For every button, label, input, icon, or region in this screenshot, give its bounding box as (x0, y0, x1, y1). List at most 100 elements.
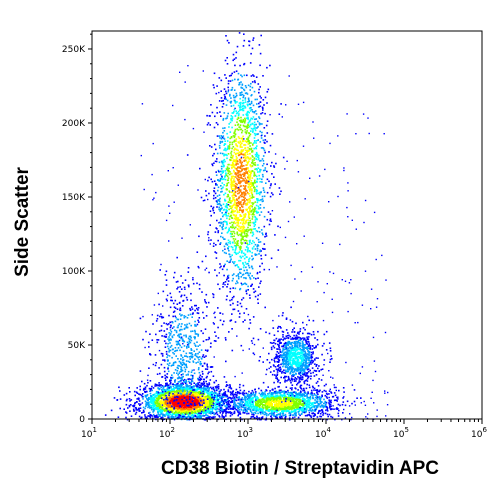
event-dot (257, 302, 259, 304)
event-dot (230, 235, 232, 238)
event-dot (201, 404, 203, 406)
event-dot (253, 140, 256, 142)
event-dot (150, 405, 153, 407)
event-dot (132, 408, 135, 411)
event-dot (202, 389, 204, 392)
event-dot (236, 244, 238, 246)
event-dot (249, 250, 251, 253)
event-dot (176, 385, 178, 388)
event-dot (184, 408, 187, 411)
event-dot (238, 229, 240, 231)
event-dot (265, 235, 268, 237)
event-dot (234, 128, 237, 131)
event-dot (230, 115, 233, 117)
event-dot (236, 157, 238, 159)
event-dot (256, 103, 258, 105)
event-dot (231, 177, 233, 179)
event-dot (253, 171, 256, 174)
event-dot (159, 391, 162, 394)
event-dot (263, 404, 265, 406)
event-dot (246, 149, 249, 152)
event-dot (244, 410, 247, 413)
event-dot (254, 201, 257, 203)
event-dot (234, 408, 237, 410)
event-dot (257, 156, 260, 159)
event-dot (246, 138, 248, 140)
event-dot (263, 191, 266, 193)
event-dot (209, 402, 211, 405)
event-dot (242, 124, 245, 127)
event-dot (171, 415, 173, 418)
event-dot (242, 263, 244, 265)
event-dot (194, 411, 196, 413)
event-dot (240, 238, 243, 241)
event-dot (232, 160, 235, 162)
event-dot (178, 400, 180, 403)
event-dot (245, 290, 247, 293)
event-dot (225, 385, 227, 388)
event-dot (243, 229, 245, 232)
event-dot (240, 116, 242, 119)
event-dot (249, 319, 251, 321)
event-dot (224, 192, 227, 195)
event-dot (227, 194, 229, 196)
event-dot (255, 146, 257, 149)
event-dot (234, 124, 237, 126)
event-dot (242, 140, 245, 142)
event-dot (249, 219, 251, 222)
event-dot (168, 413, 170, 415)
event-dot (197, 382, 199, 384)
event-dot (237, 152, 240, 155)
event-dot (235, 164, 237, 166)
event-dot (217, 199, 220, 201)
event-dot (231, 210, 233, 213)
event-dot (239, 185, 242, 188)
event-dot (167, 390, 170, 392)
event-dot (264, 151, 266, 154)
event-dot (249, 182, 252, 184)
event-dot (110, 409, 113, 412)
event-dot (221, 152, 224, 155)
event-dot (220, 400, 223, 403)
event-dot (220, 218, 222, 220)
event-dot (236, 204, 238, 206)
event-dot (152, 404, 154, 407)
event-dot (251, 202, 253, 204)
event-dot (250, 210, 252, 213)
event-dot (196, 410, 199, 412)
event-dot (257, 120, 259, 123)
event-dot (150, 397, 152, 400)
event-dot (213, 412, 215, 414)
event-dot (187, 407, 190, 409)
event-dot (236, 177, 238, 180)
event-dot (199, 409, 201, 411)
event-dot (246, 74, 248, 77)
event-dot (164, 397, 166, 399)
event-dot (221, 161, 223, 164)
event-dot (227, 397, 229, 400)
event-dot (179, 401, 182, 404)
event-dot (258, 193, 261, 196)
event-dot (236, 199, 238, 201)
event-dot (148, 398, 150, 400)
event-dot (242, 192, 244, 194)
event-dot (200, 417, 202, 419)
event-dot (232, 135, 235, 137)
event-dot (244, 191, 246, 194)
event-dot (160, 416, 163, 419)
event-dot (252, 184, 255, 186)
event-dot (248, 206, 250, 209)
event-dot (263, 195, 266, 198)
event-dot (229, 141, 231, 144)
event-dot (237, 405, 239, 407)
event-dot (239, 141, 242, 143)
event-dot (149, 392, 152, 395)
event-dot (209, 210, 212, 212)
event-dot (246, 103, 249, 106)
event-dot (258, 44, 261, 46)
event-dot (242, 45, 245, 47)
event-dot (188, 400, 190, 402)
event-dot (226, 278, 228, 281)
event-dot (142, 395, 145, 398)
